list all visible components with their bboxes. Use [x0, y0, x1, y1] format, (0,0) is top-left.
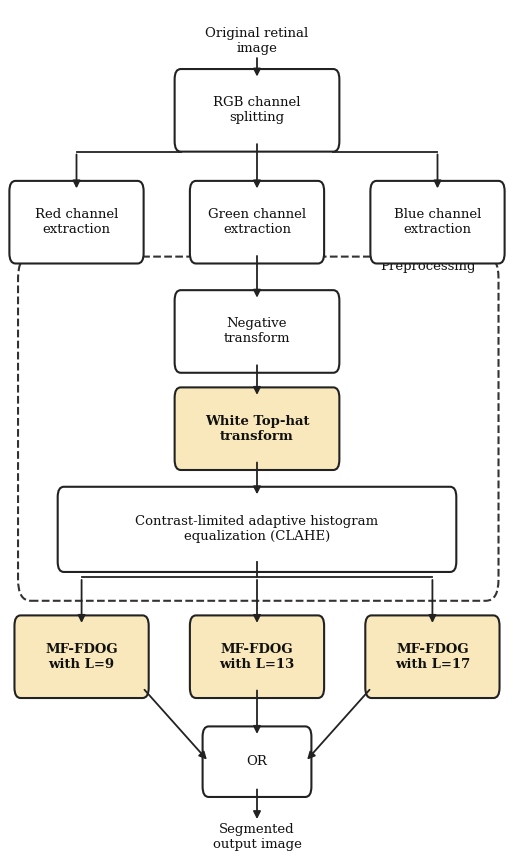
Text: OR: OR [247, 755, 267, 768]
Text: Red channel
extraction: Red channel extraction [35, 208, 118, 236]
Text: MF-FDOG
with L=9: MF-FDOG with L=9 [45, 643, 118, 670]
FancyBboxPatch shape [365, 616, 500, 698]
Text: Blue channel
extraction: Blue channel extraction [394, 208, 481, 236]
FancyBboxPatch shape [175, 290, 339, 372]
Text: Green channel
extraction: Green channel extraction [208, 208, 306, 236]
FancyBboxPatch shape [371, 181, 505, 263]
Text: Segmented
output image: Segmented output image [213, 824, 301, 851]
Text: MF-FDOG
with L=13: MF-FDOG with L=13 [219, 643, 295, 670]
FancyBboxPatch shape [190, 181, 324, 263]
FancyBboxPatch shape [9, 181, 143, 263]
FancyBboxPatch shape [175, 69, 339, 152]
FancyBboxPatch shape [58, 487, 456, 572]
Text: Contrast-limited adaptive histogram
equalization (CLAHE): Contrast-limited adaptive histogram equa… [135, 515, 379, 543]
Text: Original retinal
image: Original retinal image [206, 28, 308, 55]
FancyBboxPatch shape [190, 616, 324, 698]
FancyBboxPatch shape [175, 387, 339, 470]
Text: Negative
transform: Negative transform [224, 318, 290, 346]
Text: Preprocessing: Preprocessing [380, 260, 475, 273]
Text: RGB channel
splitting: RGB channel splitting [213, 96, 301, 125]
Text: White Top-hat
transform: White Top-hat transform [205, 415, 309, 443]
Text: MF-FDOG
with L=17: MF-FDOG with L=17 [395, 643, 470, 670]
FancyBboxPatch shape [203, 727, 311, 797]
FancyBboxPatch shape [14, 616, 149, 698]
